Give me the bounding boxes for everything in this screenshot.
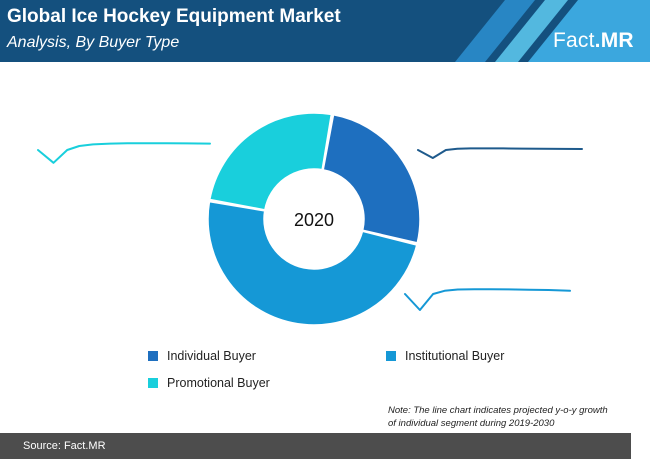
legend-swatch-individual xyxy=(148,351,158,361)
logo-text-fact: Fact xyxy=(553,29,595,52)
legend-label-individual: Individual Buyer xyxy=(167,349,256,363)
page-title: Global Ice Hockey Equipment Market xyxy=(7,6,341,27)
header-banner: Global Ice Hockey Equipment Market Analy… xyxy=(0,0,650,62)
donut-slice-promotional-buyer xyxy=(208,112,333,211)
sparkline-promotional-buyer xyxy=(37,142,211,164)
footer-bar: Source: Fact.MR xyxy=(0,433,631,459)
sparkline-individual-buyer xyxy=(417,147,583,159)
sparkline-institutional-buyer xyxy=(404,288,571,311)
donut-slice-institutional-buyer xyxy=(207,200,418,326)
factmr-logo: Fact.MR xyxy=(553,29,634,53)
donut-slice-individual-buyer xyxy=(322,113,421,244)
chart-note: Note: The line chart indicates projected… xyxy=(388,404,648,430)
legend-swatch-institutional xyxy=(386,351,396,361)
legend-label-promotional: Promotional Buyer xyxy=(167,376,270,390)
donut-chart: 2020 xyxy=(37,112,583,326)
legend-label-institutional: Institutional Buyer xyxy=(405,349,505,363)
header-background xyxy=(0,0,650,62)
legend-item-individual: Individual Buyer xyxy=(148,349,256,363)
legend-item-institutional: Institutional Buyer xyxy=(386,349,504,363)
donut-center-label: 2020 xyxy=(294,210,334,230)
chart-note-line-1: Note: The line chart indicates projected… xyxy=(388,405,608,416)
chart-note-line-2: of individual segment during 2019-2030 xyxy=(388,418,555,429)
logo-text-mr: .MR xyxy=(594,29,634,52)
legend-swatch-promotional xyxy=(148,378,158,388)
page-subtitle: Analysis, By Buyer Type xyxy=(7,34,180,51)
legend-item-promotional: Promotional Buyer xyxy=(148,376,270,390)
source-label: Source: Fact.MR xyxy=(23,440,106,452)
